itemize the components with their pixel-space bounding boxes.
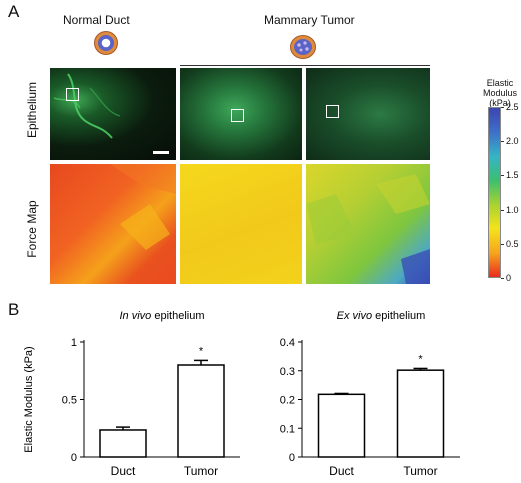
y-tick-label: 1 [71,337,77,349]
colorbar-title-line-1: Elastic [486,78,514,88]
significance-marker: * [199,345,204,357]
force-map-normal-duct [50,164,176,284]
epithelium-image-tumor-1 [180,68,302,160]
y-tick-label: 0 [71,452,77,464]
bar-tumor [396,369,445,458]
x-tick-label: Duct [329,464,354,478]
chart-title: Ex vivo epithelium [337,310,426,322]
bar-duct [99,429,147,458]
epithelium-image-normal-duct [50,68,176,160]
column-title-mammary-tumor: Mammary Tumor [264,13,355,27]
force-map-tumor-2 [306,164,430,284]
roi-box [66,88,79,101]
chart-title: In vivo epithelium [120,310,205,322]
colorbar-tick-label: 0 [506,273,512,283]
colorbar-title-line-3: (kPa) [489,98,511,108]
colorbar-tick-label: 2.5 [506,102,519,112]
colorbar-tick-mark [501,243,504,245]
y-tick-label: 0.1 [280,423,295,435]
colorbar-tick-mark [501,209,504,211]
bar-chart-in-vivo: In vivo epithelium Elastic Modulus (kPa) 0… [23,310,240,478]
y-tick-label: 0.2 [280,395,295,407]
force-map-tumor-1 [180,164,302,284]
mammary-tumor-icon [290,35,316,59]
colorbar-gradient [488,107,501,278]
panel-label-b: B [8,300,20,319]
colorbar-tick-label: 1.5 [506,170,519,181]
y-tick-label: 0.3 [280,366,295,378]
colorbar-ticks: 2.5 2.0 1.5 1.0 0.5 0 [501,102,521,283]
tumor-group-divider [180,65,430,66]
x-tick-label: Tumor [403,464,437,478]
colorbar-tick-mark [501,278,504,279]
epithelium-image-tumor-2 [306,68,430,160]
x-tick-label: Tumor [184,464,218,478]
bar-duct [317,393,366,458]
normal-duct-icon [94,31,118,55]
colorbar-tick-label: 2.0 [506,136,519,147]
colorbar-title-line-2: Modulus [482,88,518,98]
colorbar-tick-label: 0.5 [506,238,519,249]
roi-box [326,105,339,118]
bar-chart-ex-vivo: Ex vivo epithelium 0 0.1 0.2 0.3 0.4 Duct * Tumo… [280,310,460,478]
y-tick-label: 0.4 [280,337,295,349]
significance-marker: * [418,353,423,365]
x-tick-label: Duct [111,464,136,478]
colorbar-tick-mark [501,175,504,177]
y-tick-label: 0 [289,452,295,464]
scale-bar [153,151,169,154]
colorbar-tick-mark [501,141,504,143]
colorbar-tick-mark [501,107,504,108]
column-title-normal-duct: Normal Duct [63,13,130,27]
colorbar-title: Elastic Modulus (kPa) [480,78,520,108]
bar-tumor [177,364,225,458]
panel-label-a: A [8,2,20,21]
colorbar-tick-label: 1.0 [506,204,519,215]
y-tick-label: 0.5 [62,395,77,407]
y-axis-label: Elastic Modulus (kPa) [23,346,35,452]
row-label-force-map: Force Map [25,200,39,258]
roi-box [231,109,244,122]
row-label-epithelium: Epithelium [25,81,39,139]
